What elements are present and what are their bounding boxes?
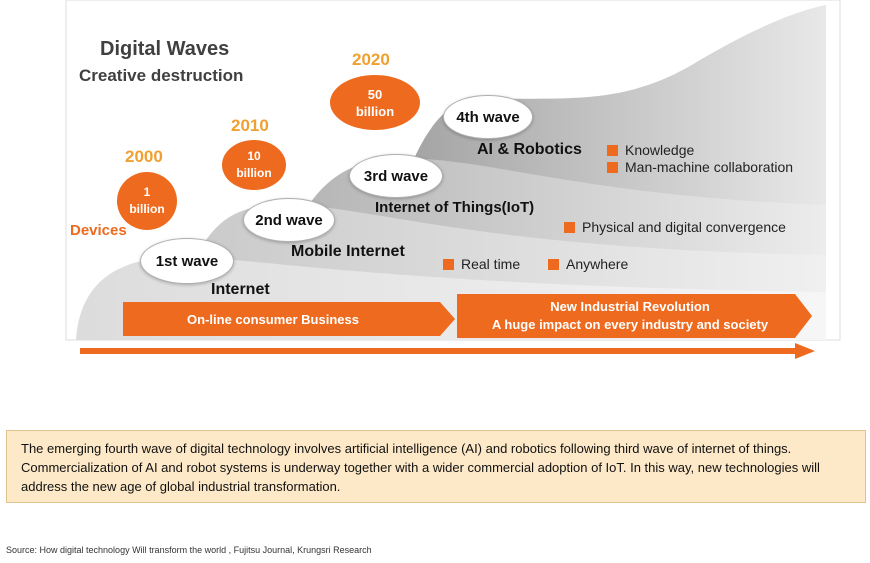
year-2010: 2010 [231,116,269,135]
wave-3-label: 3rd wave [363,167,429,185]
timeline-arrow-head [795,343,815,359]
wave-1-oval: 1st wave [140,238,234,284]
wave-3-oval: 3rd wave [349,154,443,198]
wave-1-label: 1st wave [155,252,219,270]
wave-4-label: 4th wave [456,108,520,126]
devices-2000-circle: 1 billion [117,172,177,230]
year-2000: 2000 [125,147,163,166]
devices-2010-circle: 10 billion [222,140,286,190]
feature-real-time: Real time [443,256,520,272]
feature-man-machine: Man-machine collaboration [607,159,793,175]
source-note: Source: How digital technology Will tran… [6,545,372,555]
diagram-subtitle: Creative destruction [79,66,244,85]
devices-2000-unit: billion [129,202,165,216]
feature-knowledge: Knowledge [607,142,694,158]
timeline-arrow-shaft [80,348,795,354]
arrow-right-line1: New Industrial Revolution [550,299,710,314]
bullet-square-icon [548,258,559,270]
year-2020: 2020 [352,50,390,69]
arrow-right-line2: A huge impact on every industry and soci… [491,317,769,332]
bullet-square-icon [607,144,618,156]
feature-anywhere: Anywhere [548,256,628,272]
bullet-square-icon [564,221,575,233]
wave-2-label: 2nd wave [255,211,323,229]
arrow-right-shape [457,294,812,338]
devices-2000-count: 1 [143,185,151,199]
devices-2010-unit: billion [236,166,272,180]
wave-4-oval: 4th wave [443,95,533,139]
caption-text: The emerging fourth wave of digital tech… [21,441,820,494]
devices-label: Devices [70,222,127,239]
arrow-right-text: New Industrial Revolution A huge impact … [460,298,800,334]
wave-1-name: Internet [211,281,270,298]
wave-3-name: Internet of Things(IoT) [375,199,535,216]
feature-physical-digital: Physical and digital convergence [564,219,786,235]
wave-4-name: AI & Robotics [477,141,582,158]
diagram-title: Digital Waves [100,38,230,60]
wave-2-oval: 2nd wave [243,198,335,242]
wave-2-name: Mobile Internet [291,243,405,260]
caption-box: The emerging fourth wave of digital tech… [6,430,866,503]
arrow-left-shape [123,302,455,336]
devices-2020-count: 50 [367,86,383,102]
bullet-square-icon [443,258,454,270]
arrow-left-text: On-line consumer Business [187,312,359,327]
bullet-square-icon [607,161,618,173]
devices-2020-circle: 50 billion [330,75,420,130]
devices-2020-unit: billion [355,103,395,119]
devices-2010-count: 10 [247,149,261,163]
